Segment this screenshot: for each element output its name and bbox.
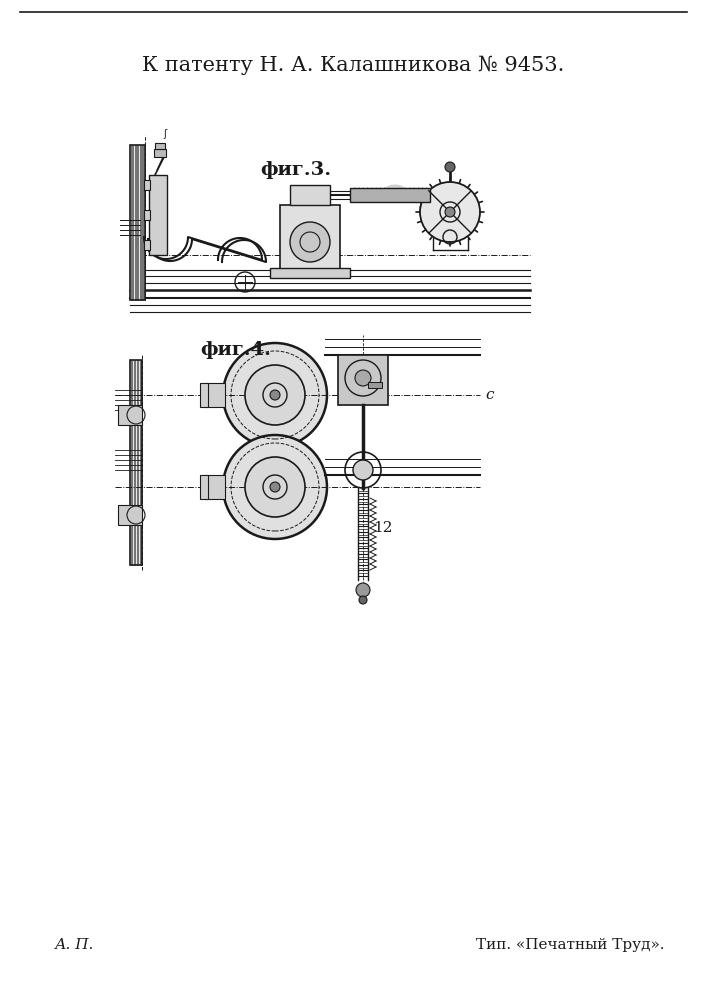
Text: 12: 12 — [373, 521, 392, 535]
Bar — [280, 205, 340, 275]
Bar — [144, 240, 150, 250]
Bar — [130, 360, 142, 565]
Bar — [200, 383, 208, 407]
Wedge shape — [378, 184, 412, 202]
Bar — [205, 475, 225, 499]
Bar — [200, 475, 208, 499]
Circle shape — [359, 596, 367, 604]
Circle shape — [356, 583, 370, 597]
Bar — [270, 268, 350, 278]
Text: Тип. «Печатный Труд».: Тип. «Печатный Труд». — [476, 938, 665, 952]
Circle shape — [355, 370, 371, 386]
Bar — [350, 188, 430, 202]
Circle shape — [445, 207, 455, 217]
Text: фиг.4.: фиг.4. — [200, 341, 271, 359]
Circle shape — [353, 460, 373, 480]
Circle shape — [270, 390, 280, 400]
Bar — [144, 180, 150, 190]
Bar — [154, 149, 166, 157]
Bar — [118, 505, 142, 525]
Text: ʃ: ʃ — [163, 129, 166, 139]
Text: А. П.: А. П. — [55, 938, 94, 952]
Bar — [155, 143, 165, 149]
Bar — [144, 210, 150, 220]
Bar — [368, 382, 382, 388]
Text: К патенту Н. А. Калашникова № 9453.: К патенту Н. А. Калашникова № 9453. — [142, 55, 564, 75]
Circle shape — [245, 457, 305, 517]
Bar — [130, 145, 145, 300]
Text: c: c — [485, 388, 493, 402]
Circle shape — [223, 343, 327, 447]
Circle shape — [270, 482, 280, 492]
Circle shape — [223, 435, 327, 539]
Bar — [205, 383, 225, 407]
Bar — [118, 405, 142, 425]
Bar — [149, 175, 167, 255]
Circle shape — [290, 222, 330, 262]
Circle shape — [420, 182, 480, 242]
Text: фиг.3.: фиг.3. — [260, 161, 331, 179]
Bar — [290, 185, 330, 205]
Bar — [338, 355, 388, 405]
Circle shape — [245, 365, 305, 425]
Circle shape — [445, 162, 455, 172]
